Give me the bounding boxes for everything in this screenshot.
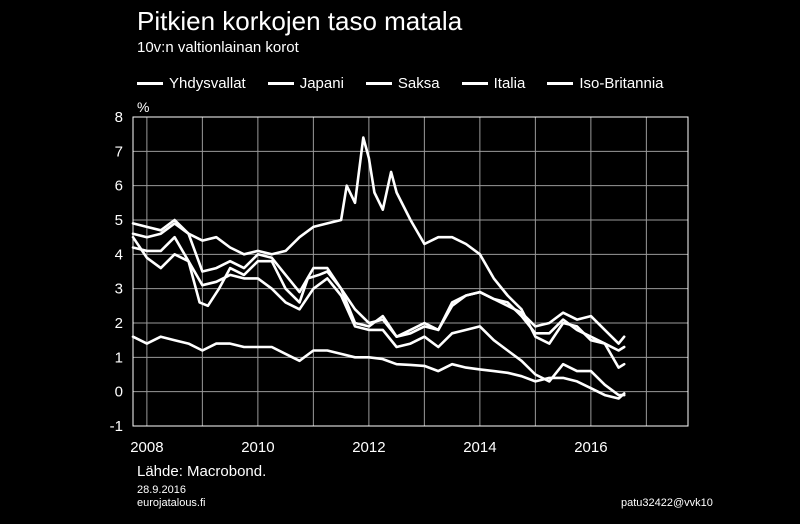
series-line-iso-britannia xyxy=(131,218,626,369)
legend-swatch xyxy=(461,81,488,85)
chart-code: patu32422@vvk10 xyxy=(621,497,713,509)
legend-item-saksa: Saksa xyxy=(365,74,440,92)
x-tick-label: 2014 xyxy=(463,439,496,456)
date-note: 28.9.2016 xyxy=(137,484,186,496)
legend-item-japani: Japani xyxy=(267,74,344,92)
legend-label: Japani xyxy=(299,74,344,92)
chart-title: Pitkien korkojen taso matala xyxy=(137,6,463,36)
legend-label: Saksa xyxy=(397,74,440,92)
y-tick-label: 7 xyxy=(115,143,123,160)
tick-labels: -1 0 1 2 3 4 5 6 7 8 2008 2010 2012 2014 2016 xyxy=(110,109,608,456)
legend-swatch xyxy=(267,81,294,85)
series-line-yhdysvallat xyxy=(131,235,626,345)
y-tick-label: 4 xyxy=(115,246,123,263)
y-tick-label: 2 xyxy=(115,315,123,332)
y-tick-label: 0 xyxy=(115,384,123,401)
legend-swatch xyxy=(137,81,163,85)
y-tick-label: 8 xyxy=(115,109,123,126)
x-tick-label: 2012 xyxy=(352,439,385,456)
y-axis-unit: % xyxy=(137,99,150,115)
legend-item-italia: Italia xyxy=(461,74,526,92)
x-tick-label: 2010 xyxy=(241,439,274,456)
y-tick-label: 5 xyxy=(115,212,123,229)
series-line-saksa xyxy=(131,235,626,397)
legend-label: Italia xyxy=(493,74,526,92)
legend: Yhdysvallat Japani Saksa Italia Iso-Brit… xyxy=(137,73,686,93)
y-tick-label: 3 xyxy=(115,281,123,298)
legend-item-iso-britannia: Iso-Britannia xyxy=(547,74,664,92)
site-note: eurojatalous.fi xyxy=(137,497,206,509)
source-note: Lähde: Macrobond. xyxy=(137,463,267,480)
legend-label: Iso-Britannia xyxy=(579,74,664,92)
y-tick-label: 1 xyxy=(115,349,123,366)
x-tick-label: 2008 xyxy=(130,439,163,456)
series-layer xyxy=(131,136,626,400)
series-line-italia xyxy=(131,136,626,352)
y-tick-label: -1 xyxy=(110,418,123,435)
legend-swatch xyxy=(547,81,574,85)
legend-label: Yhdysvallat xyxy=(169,74,246,92)
plot-frame xyxy=(132,116,689,427)
x-tick-label: 2016 xyxy=(574,439,607,456)
legend-swatch xyxy=(365,81,392,85)
grid xyxy=(133,116,688,427)
series-line-japani xyxy=(131,335,626,400)
chart-subtitle: 10v:n valtionlainan korot xyxy=(137,39,299,56)
legend-item-yhdysvallat: Yhdysvallat xyxy=(137,75,246,92)
y-tick-label: 6 xyxy=(115,178,123,195)
